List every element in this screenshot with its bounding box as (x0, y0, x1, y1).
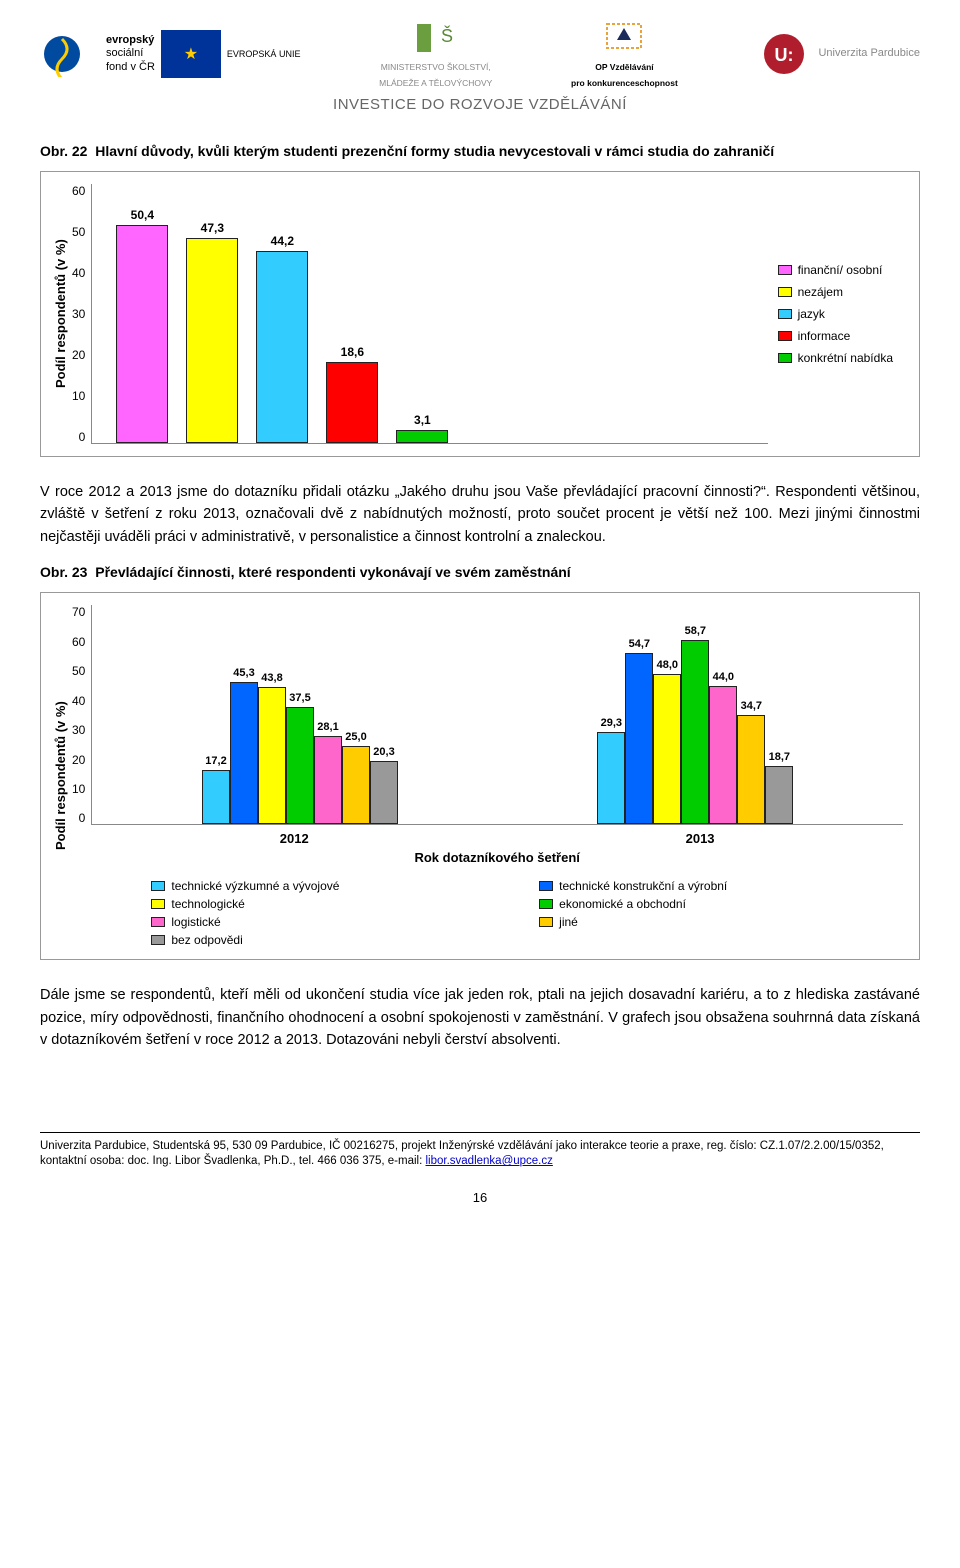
bar: 58,7 (681, 640, 709, 824)
esf-text-3: fond v ČR (106, 61, 155, 73)
fig22-ylabel: Podíl respondentů (v %) (49, 184, 72, 444)
msmt-line1: MINISTERSTVO ŠKOLSTVÍ, (381, 62, 491, 72)
legend-item: nezájem (778, 285, 893, 299)
fig23-chart: Podíl respondentů (v %) 706050403020100 … (40, 592, 920, 960)
esf-text-1: evropský (106, 34, 154, 46)
bar: 43,8 (258, 687, 286, 825)
page-footer: Univerzita Pardubice, Studentská 95, 530… (40, 1132, 920, 1170)
bar-jazyk: 44,2 (256, 251, 308, 443)
opvk-line1: OP Vzdělávání (595, 62, 653, 72)
legend-item: technologické (151, 897, 515, 911)
bar: 28,1 (314, 736, 342, 824)
msmt-line2: MLÁDEŽE A TĚLOVÝCHOVY (379, 78, 492, 88)
fig23-ylabel: Podíl respondentů (v %) (49, 605, 72, 947)
fig22-chart: Podíl respondentů (v %) 6050403020100 50… (40, 171, 920, 457)
logo-upce: U: Univerzita Pardubice (756, 31, 920, 77)
bar: 17,2 (202, 770, 230, 824)
legend-item: technické konstrukční a výrobní (539, 879, 903, 893)
bar-group-2012: 17,245,343,837,528,125,020,3 (202, 682, 398, 824)
legend-item: bez odpovědi (151, 933, 515, 947)
legend-item: technické výzkumné a vývojové (151, 879, 515, 893)
fig23-legend: technické výzkumné a vývojové technické k… (91, 879, 903, 947)
fig23-yaxis: 706050403020100 (72, 605, 91, 825)
bar: 29,3 (597, 732, 625, 824)
bar: 18,7 (765, 766, 793, 825)
fig23-caption: Obr. 23 Převládající činnosti, které res… (40, 564, 920, 580)
bar: 34,7 (737, 715, 765, 824)
logo-strip: evropský sociální fond v ČR ★ EVROPSKÁ U… (40, 20, 920, 88)
paragraph-1: V roce 2012 a 2013 jsme do dotazníku při… (40, 481, 920, 548)
page-number: 16 (40, 1190, 920, 1205)
xaxis-label: 2013 (686, 831, 715, 846)
legend-item: logistické (151, 915, 515, 929)
bar: 48,0 (653, 674, 681, 825)
legend-item: jazyk (778, 307, 893, 321)
fig22-caption: Obr. 22 Hlavní důvody, kvůli kterým stud… (40, 143, 920, 159)
svg-text:Š: Š (441, 25, 453, 46)
bar: 37,5 (286, 707, 314, 825)
bar: 20,3 (370, 761, 398, 825)
esf-text-2: sociální (106, 47, 143, 59)
xaxis-label: 2012 (280, 831, 309, 846)
upce-text: Univerzita Pardubice (818, 47, 920, 60)
logo-esf: evropský sociální fond v ČR ★ EVROPSKÁ U… (40, 30, 300, 78)
bar-informace: 18,6 (326, 362, 378, 443)
fig22-legend: finanční/ osobní nezájem jazyk informace kon… (768, 184, 903, 444)
fig22-plot: 50,4 47,3 44,2 18,6 3,1 (91, 184, 767, 444)
bar-finan-n---osobn-: 50,4 (116, 225, 168, 443)
bar: 25,0 (342, 746, 370, 825)
bar: 54,7 (625, 653, 653, 825)
fig23-xaxis: 2012 2013 (91, 831, 903, 846)
logo-opvk: OP Vzdělávání pro konkurenceschopnost (571, 20, 678, 88)
legend-item: ekonomické a obchodní (539, 897, 903, 911)
bar: 45,3 (230, 682, 258, 824)
fig22-yaxis: 6050403020100 (72, 184, 91, 444)
logo-msmt: Š MINISTERSTVO ŠKOLSTVÍ, MLÁDEŽE A TĚLOV… (379, 20, 492, 88)
opvk-line2: pro konkurenceschopnost (571, 78, 678, 88)
paragraph-2: Dále jsme se respondentů, kteří měli od … (40, 984, 920, 1051)
bar: 44,0 (709, 686, 737, 824)
svg-text:U:: U: (775, 45, 794, 65)
legend-item: informace (778, 329, 893, 343)
legend-item: jiné (539, 915, 903, 929)
investment-tagline: INVESTICE DO ROZVOJE VZDĚLÁVÁNÍ (40, 96, 920, 113)
legend-item: finanční/ osobní (778, 263, 893, 277)
footer-email-link[interactable]: libor.svadlenka@upce.cz (426, 1155, 553, 1167)
legend-item: konkrétní nabídka (778, 351, 893, 365)
eu-label: EVROPSKÁ UNIE (227, 49, 301, 59)
fig23-plot: 17,245,343,837,528,125,020,3 29,354,748,0… (91, 605, 903, 825)
bar-konkr-tn--nab-dka: 3,1 (396, 430, 448, 443)
bar-group-2013: 29,354,748,058,744,034,718,7 (597, 640, 793, 824)
bar-nez-jem: 47,3 (186, 238, 238, 443)
fig23-xlabel: Rok dotazníkového šetření (91, 850, 903, 865)
